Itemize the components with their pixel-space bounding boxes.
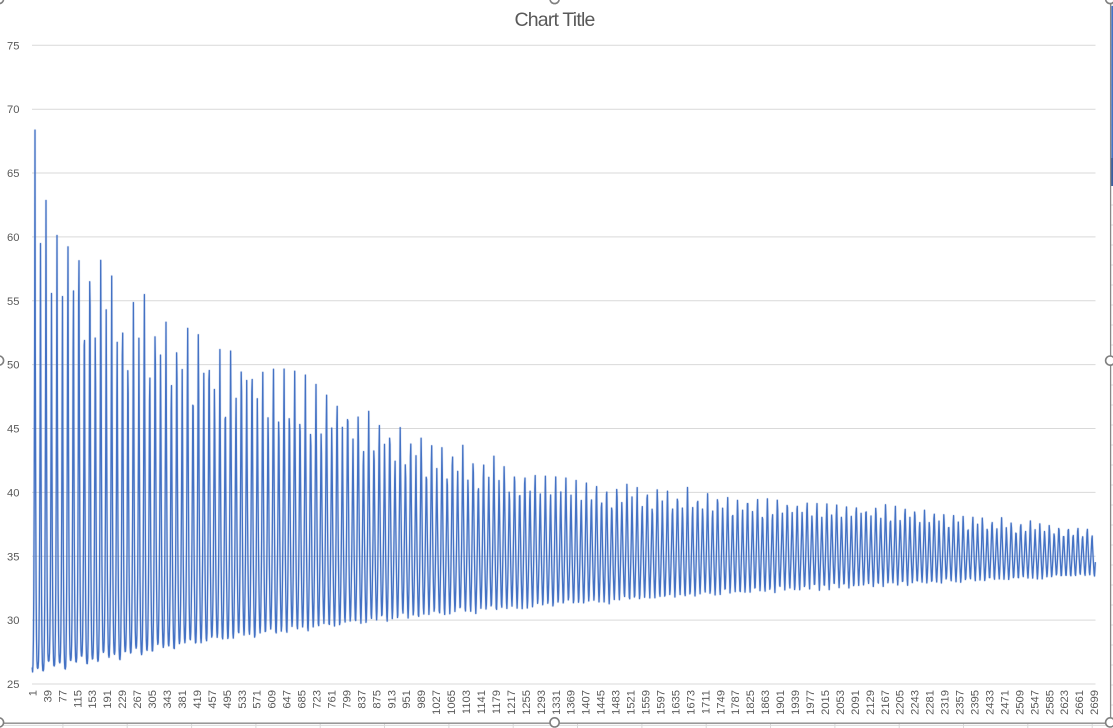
- svg-text:1: 1: [27, 690, 39, 696]
- svg-text:1217: 1217: [506, 690, 518, 715]
- svg-text:1939: 1939: [790, 690, 802, 715]
- svg-text:40: 40: [7, 487, 19, 499]
- svg-text:875: 875: [371, 690, 383, 709]
- svg-text:419: 419: [192, 690, 204, 709]
- svg-text:30: 30: [7, 615, 19, 627]
- svg-text:60: 60: [7, 232, 19, 244]
- svg-text:2699: 2699: [1089, 690, 1101, 715]
- svg-text:2319: 2319: [940, 690, 952, 715]
- svg-text:1559: 1559: [641, 690, 653, 715]
- svg-text:1103: 1103: [461, 690, 473, 714]
- svg-text:39: 39: [42, 690, 54, 702]
- svg-text:2433: 2433: [985, 690, 997, 715]
- svg-text:2585: 2585: [1044, 690, 1056, 715]
- svg-text:495: 495: [222, 690, 234, 709]
- svg-text:1673: 1673: [685, 690, 697, 715]
- svg-text:2395: 2395: [970, 690, 982, 715]
- svg-text:533: 533: [237, 690, 249, 709]
- svg-text:65: 65: [7, 168, 19, 180]
- svg-text:229: 229: [117, 690, 129, 709]
- svg-text:1445: 1445: [596, 690, 608, 715]
- svg-text:1825: 1825: [745, 690, 757, 715]
- svg-text:35: 35: [7, 551, 19, 563]
- svg-text:1179: 1179: [491, 690, 503, 714]
- svg-text:951: 951: [401, 690, 413, 709]
- svg-text:77: 77: [57, 690, 69, 702]
- svg-text:2281: 2281: [925, 690, 937, 715]
- svg-text:191: 191: [102, 690, 114, 709]
- svg-text:1711: 1711: [700, 690, 712, 714]
- svg-text:1635: 1635: [670, 690, 682, 715]
- svg-text:1863: 1863: [760, 690, 772, 715]
- svg-text:115: 115: [72, 690, 84, 708]
- svg-text:571: 571: [252, 690, 264, 709]
- svg-text:647: 647: [282, 690, 294, 709]
- svg-text:2509: 2509: [1014, 690, 1026, 715]
- svg-text:1597: 1597: [656, 690, 668, 715]
- svg-text:55: 55: [7, 296, 19, 308]
- svg-text:1749: 1749: [715, 690, 727, 715]
- svg-text:45: 45: [7, 424, 19, 436]
- svg-text:1977: 1977: [805, 690, 817, 715]
- svg-text:75: 75: [7, 40, 19, 52]
- svg-text:25: 25: [7, 679, 19, 691]
- svg-text:2661: 2661: [1074, 690, 1086, 715]
- svg-text:2015: 2015: [820, 690, 832, 715]
- svg-text:2205: 2205: [895, 690, 907, 715]
- svg-text:799: 799: [341, 690, 353, 709]
- svg-text:989: 989: [416, 690, 428, 709]
- svg-text:1255: 1255: [521, 690, 533, 715]
- svg-text:761: 761: [327, 690, 339, 709]
- svg-text:2623: 2623: [1059, 690, 1071, 715]
- svg-text:153: 153: [87, 690, 99, 709]
- svg-text:1901: 1901: [775, 690, 787, 715]
- svg-text:723: 723: [312, 690, 324, 709]
- svg-text:70: 70: [7, 104, 19, 116]
- svg-text:267: 267: [132, 690, 144, 709]
- svg-text:913: 913: [386, 690, 398, 709]
- svg-text:2129: 2129: [865, 690, 877, 715]
- svg-text:50: 50: [7, 360, 19, 372]
- svg-text:305: 305: [147, 690, 159, 709]
- svg-text:1483: 1483: [611, 690, 623, 715]
- svg-text:2091: 2091: [850, 690, 862, 715]
- svg-text:1331: 1331: [551, 690, 563, 715]
- svg-text:1407: 1407: [581, 690, 593, 715]
- svg-text:609: 609: [267, 690, 279, 709]
- svg-text:1369: 1369: [566, 690, 578, 715]
- svg-text:2053: 2053: [835, 690, 847, 715]
- svg-text:1065: 1065: [446, 690, 458, 715]
- svg-text:343: 343: [162, 690, 174, 709]
- svg-text:1521: 1521: [626, 690, 638, 715]
- svg-text:837: 837: [356, 690, 368, 709]
- svg-text:685: 685: [297, 690, 309, 709]
- svg-text:1787: 1787: [730, 690, 742, 715]
- svg-text:1027: 1027: [431, 690, 443, 715]
- svg-text:2471: 2471: [999, 690, 1011, 715]
- svg-text:2357: 2357: [955, 690, 967, 715]
- svg-text:457: 457: [207, 690, 219, 709]
- svg-text:381: 381: [177, 690, 189, 709]
- svg-text:1293: 1293: [536, 690, 548, 715]
- svg-text:2547: 2547: [1029, 690, 1041, 715]
- svg-text:2243: 2243: [910, 690, 922, 715]
- svg-text:Chart Title: Chart Title: [514, 9, 594, 31]
- svg-text:1141: 1141: [476, 690, 488, 714]
- svg-text:2167: 2167: [880, 690, 892, 715]
